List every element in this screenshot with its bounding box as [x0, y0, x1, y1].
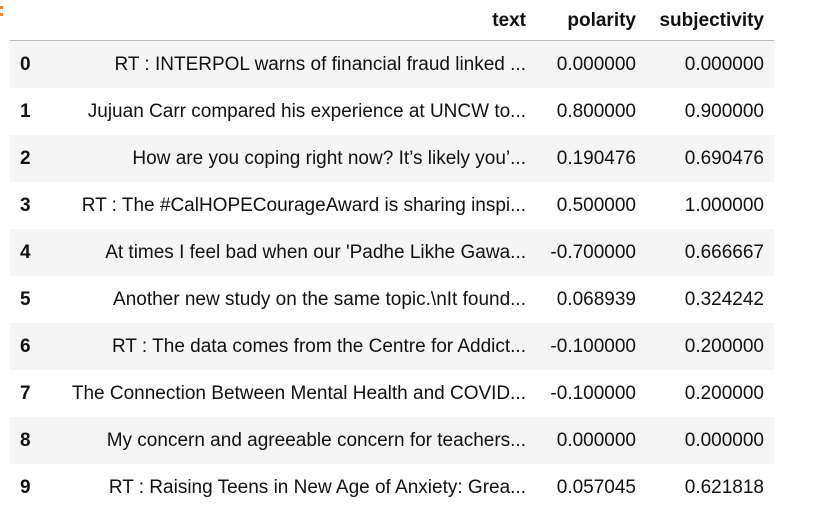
cell-polarity: -0.100000 — [550, 335, 636, 357]
cell-subjectivity: 0.000000 — [684, 53, 764, 75]
cell-subjectivity: 0.621818 — [684, 476, 764, 498]
table-row: 6 RT : The data comes from the Centre fo… — [10, 322, 774, 370]
cell-subjectivity: 0.690476 — [684, 147, 764, 169]
table-row: 1 Jujuan Carr compared his experience at… — [10, 87, 774, 135]
cell-polarity: -0.100000 — [550, 382, 636, 404]
cell-polarity: 0.800000 — [556, 100, 636, 122]
cell-text: Jujuan Carr compared his experience at U… — [87, 100, 526, 122]
table-header: text polarity subjectivity — [10, 0, 774, 41]
table-row: 2 How are you coping right now? It’s lik… — [10, 134, 774, 182]
table-row: 9 RT : Raising Teens in New Age of Anxie… — [10, 463, 774, 511]
row-index: 0 — [20, 53, 31, 75]
cell-subjectivity: 1.000000 — [684, 194, 764, 216]
row-index: 9 — [20, 476, 31, 498]
table-row: 3 RT : The #CalHOPECourageAward is shari… — [10, 181, 774, 229]
cell-subjectivity: 0.000000 — [684, 429, 764, 451]
table-row: 7 The Connection Between Mental Health a… — [10, 369, 774, 417]
row-index: 5 — [20, 288, 31, 310]
table-row: 4 At times I feel bad when our 'Padhe Li… — [10, 228, 774, 276]
row-index: 2 — [20, 147, 31, 169]
row-index: 4 — [20, 241, 31, 263]
cell-text: RT : The data comes from the Centre for … — [112, 335, 526, 357]
cell-text: At times I feel bad when our 'Padhe Likh… — [105, 241, 526, 263]
cell-polarity: -0.700000 — [550, 241, 636, 263]
cell-subjectivity: 0.200000 — [684, 382, 764, 404]
row-index: 1 — [20, 100, 31, 122]
cell-polarity: 0.190476 — [556, 147, 636, 169]
row-index: 6 — [20, 335, 31, 357]
cell-text: RT : INTERPOL warns of financial fraud l… — [114, 53, 527, 75]
cell-polarity: 0.000000 — [556, 53, 636, 75]
table-row: 0 RT : INTERPOL warns of financial fraud… — [10, 40, 774, 88]
table-body: 0 RT : INTERPOL warns of financial fraud… — [10, 40, 774, 511]
cell-text: RT : The #CalHOPECourageAward is sharing… — [81, 194, 526, 216]
dataframe-table: text polarity subjectivity 0 RT : INTERP… — [10, 0, 774, 511]
cell-polarity: 0.057045 — [556, 476, 636, 498]
cell-subjectivity: 0.324242 — [684, 288, 764, 310]
cell-prompt-marker — [0, 6, 3, 24]
cell-polarity: 0.500000 — [556, 194, 636, 216]
cell-text: RT : Raising Teens in New Age of Anxiety… — [108, 476, 526, 498]
table-row: 8 My concern and agreeable concern for t… — [10, 416, 774, 464]
column-header-text: text — [56, 0, 536, 41]
cell-polarity: 0.000000 — [556, 429, 636, 451]
index-header — [10, 0, 56, 41]
row-index: 3 — [20, 194, 31, 216]
table-row: 5 Another new study on the same topic.\n… — [10, 275, 774, 323]
cell-text: My concern and agreeable concern for tea… — [106, 429, 526, 451]
cell-subjectivity: 0.666667 — [684, 241, 764, 263]
cell-text: Another new study on the same topic.\nIt… — [113, 288, 526, 310]
cell-text: The Connection Between Mental Health and… — [71, 382, 526, 404]
header-row: text polarity subjectivity — [10, 0, 774, 41]
cell-subjectivity: 0.900000 — [684, 100, 764, 122]
column-header-polarity: polarity — [536, 0, 646, 41]
column-header-subjectivity: subjectivity — [646, 0, 774, 41]
cell-polarity: 0.068939 — [556, 288, 636, 310]
row-index: 7 — [20, 382, 31, 404]
row-index: 8 — [20, 429, 31, 451]
cell-text: How are you coping right now? It’s likel… — [132, 147, 526, 169]
cell-subjectivity: 0.200000 — [684, 335, 764, 357]
